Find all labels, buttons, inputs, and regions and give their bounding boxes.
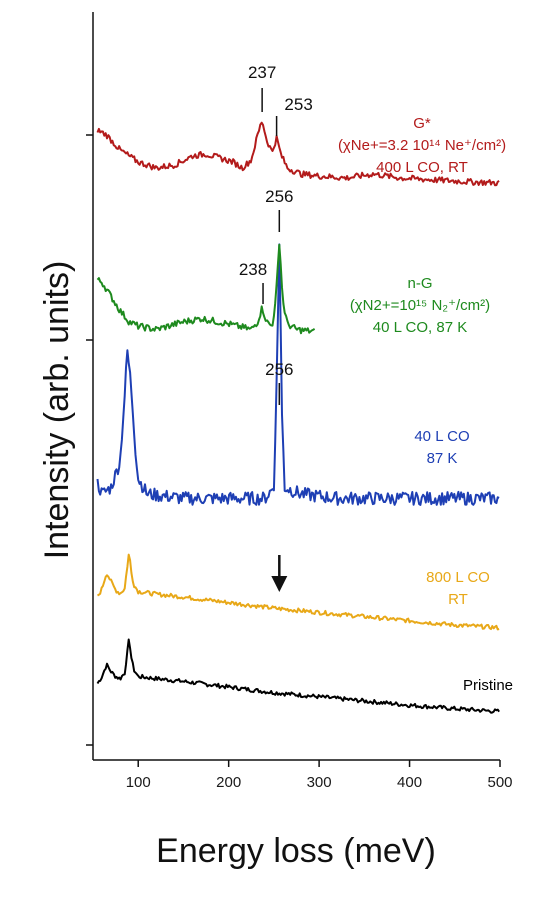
x-tick-label: 200 <box>216 774 241 791</box>
peak-label: 253 <box>284 95 312 114</box>
x-tick-label: 100 <box>126 774 151 791</box>
series-label: G* (χNe+=3.2 10¹⁴ Ne⁺/cm²) 400 L CO, RT <box>338 115 506 176</box>
y-axis-title: Intensity (arb. units) <box>38 261 76 560</box>
peak-label: 256 <box>265 187 293 206</box>
arrow-marker <box>271 555 288 592</box>
x-ticks: 100 200 300 400 500 <box>126 760 513 791</box>
x-tick-label: 500 <box>487 774 512 791</box>
series-line <box>97 553 500 631</box>
series-line <box>96 638 500 714</box>
series-labels: Pristine 800 L CO RT 40 L CO 87 K n-G (χN2+=10… <box>338 115 513 694</box>
series-line <box>96 243 316 335</box>
series-label: n-G (χN2+=10¹⁵ N₂⁺/cm²) 40 L CO, 87 K <box>350 275 490 336</box>
peak-annotations: 237 253 256 238 256 <box>239 63 313 405</box>
series-label: 800 L CO RT <box>426 569 490 608</box>
peak-label: 238 <box>239 260 267 279</box>
peak-label: 256 <box>265 360 293 379</box>
y-ticks <box>86 134 93 746</box>
peak-label: 237 <box>248 63 276 82</box>
series-line <box>96 121 500 187</box>
series-label: Pristine <box>463 677 513 694</box>
series-label: 40 L CO 87 K <box>414 428 469 467</box>
series-line <box>96 243 500 506</box>
series-group <box>96 121 500 714</box>
x-tick-label: 300 <box>307 774 332 791</box>
x-axis-title: Energy loss (meV) <box>156 832 436 870</box>
x-tick-label: 400 <box>397 774 422 791</box>
